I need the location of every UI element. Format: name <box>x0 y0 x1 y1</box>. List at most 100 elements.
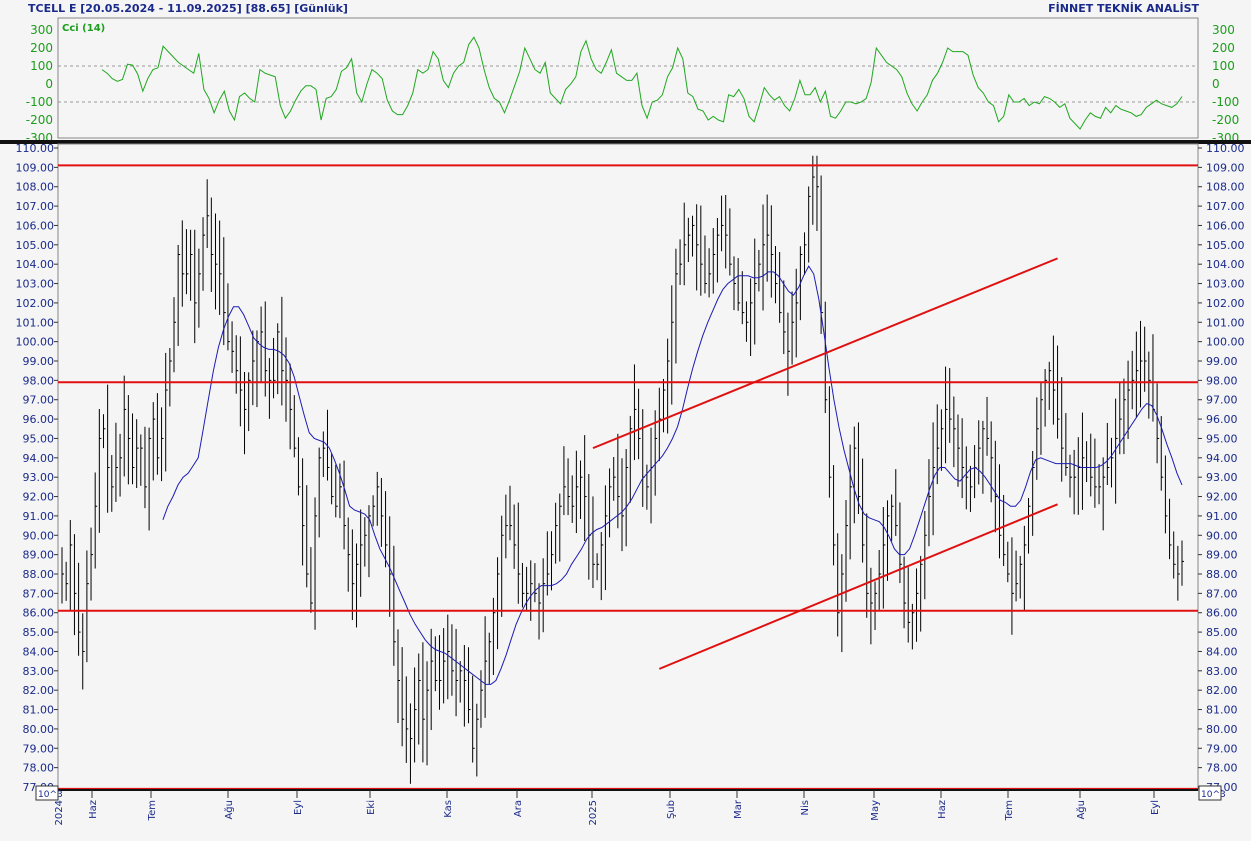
cci-indicator-label: Cci (14) <box>62 23 105 34</box>
x-tick-label: Mar <box>733 799 744 819</box>
price-y-tick-label: 100.00 <box>16 336 55 349</box>
cci-y-tick-label: 300 <box>30 23 53 37</box>
price-y-tick-label: 110.00 <box>1206 142 1245 155</box>
price-y-tick-label: 93.00 <box>23 471 55 484</box>
price-y-tick-label: 81.00 <box>1206 704 1238 717</box>
price-y-tick-label: 107.00 <box>16 200 55 213</box>
price-y-tick-label: 102.00 <box>1206 297 1245 310</box>
brand-label: FİNNET TEKNİK ANALİST <box>1048 2 1199 15</box>
x-tick-label: Tem <box>1004 800 1015 821</box>
x-tick-label: Ağu <box>1075 800 1087 820</box>
cci-y-tick-label: -100 <box>1212 95 1239 109</box>
price-y-axis-right: 110.00 109.00 108.00 107.00 106.00 105.00 104.… <box>1198 142 1245 794</box>
price-y-tick-label: 86.00 <box>1206 607 1238 620</box>
x-tick-label: Tem <box>147 800 158 821</box>
price-y-tick-label: 104.00 <box>16 258 55 271</box>
price-y-tick-label: 101.00 <box>1206 316 1245 329</box>
x-tick-label: Eyl <box>293 800 304 815</box>
x-tick-label: Haz <box>937 800 948 819</box>
price-y-tick-label: 108.00 <box>16 181 55 194</box>
price-y-tick-label: 78.00 <box>1206 762 1238 775</box>
price-y-tick-label: 91.00 <box>1206 510 1238 523</box>
price-y-tick-label: 109.00 <box>1206 161 1245 174</box>
cci-y-tick-label: 200 <box>30 41 53 55</box>
price-y-tick-label: 102.00 <box>16 297 55 310</box>
price-y-tick-label: 83.00 <box>1206 665 1238 678</box>
price-y-tick-label: 80.00 <box>1206 723 1238 736</box>
price-y-tick-label: 92.00 <box>1206 491 1238 504</box>
price-y-tick-label: 94.00 <box>1206 452 1238 465</box>
price-y-tick-label: 96.00 <box>1206 413 1238 426</box>
price-y-tick-label: 89.00 <box>23 549 55 562</box>
price-y-tick-label: 88.00 <box>1206 568 1238 581</box>
price-y-tick-label: 105.00 <box>1206 239 1245 252</box>
support-resistance-levels <box>58 164 1198 790</box>
cci-y-tick-label: -200 <box>26 113 53 127</box>
price-y-tick-label: 103.00 <box>1206 278 1245 291</box>
cci-y-tick-label: 0 <box>45 77 53 91</box>
price-y-tick-label: 101.00 <box>16 316 55 329</box>
cci-series-line <box>101 36 1183 130</box>
price-y-tick-label: 85.00 <box>23 626 55 639</box>
price-y-axis-left: 110.00 109.00 108.00 107.00 106.00 105.00 104.… <box>16 142 58 794</box>
panel-separator <box>0 140 1251 144</box>
price-y-tick-label: 80.00 <box>23 723 55 736</box>
multiplier-label-right: 10^3 <box>1201 790 1226 800</box>
x-tick-label: Ağu <box>223 800 235 820</box>
x-tick-label: Eki <box>366 800 377 815</box>
cci-y-tick-label: 200 <box>1212 41 1235 55</box>
x-axis: 2024 Haz Tem Ağu Eyl Eki Kas Ara 2025 Şub Mar Nis Ma… <box>54 790 1161 825</box>
price-y-tick-label: 88.00 <box>23 568 55 581</box>
x-tick-label: 2025 <box>588 800 599 825</box>
price-y-tick-label: 98.00 <box>23 374 55 387</box>
price-y-tick-label: 87.00 <box>1206 587 1238 600</box>
price-y-tick-label: 106.00 <box>1206 219 1245 232</box>
x-tick-label: Şub <box>666 800 677 819</box>
moving-average-line <box>162 265 1183 685</box>
price-bars <box>61 155 1184 784</box>
cci-y-tick-label: 100 <box>1212 59 1235 73</box>
price-y-tick-label: 82.00 <box>1206 684 1238 697</box>
cci-panel <box>57 17 1199 139</box>
x-tick-label: May <box>870 800 881 821</box>
price-y-tick-label: 92.00 <box>23 491 55 504</box>
price-y-tick-label: 79.00 <box>23 742 55 755</box>
price-y-tick-label: 89.00 <box>1206 549 1238 562</box>
price-y-tick-label: 85.00 <box>1206 626 1238 639</box>
price-y-tick-label: 95.00 <box>1206 432 1238 445</box>
price-y-tick-label: 104.00 <box>1206 258 1245 271</box>
multiplier-box-right <box>1198 785 1222 801</box>
price-y-tick-label: 87.00 <box>23 587 55 600</box>
price-y-tick-label: 91.00 <box>23 510 55 523</box>
price-y-tick-label: 93.00 <box>1206 471 1238 484</box>
price-y-tick-label: 110.00 <box>16 142 55 155</box>
price-y-tick-label: 97.00 <box>1206 394 1238 407</box>
price-y-tick-label: 108.00 <box>1206 181 1245 194</box>
price-y-tick-label: 82.00 <box>23 684 55 697</box>
price-y-tick-label: 105.00 <box>16 239 55 252</box>
cci-y-tick-label: 100 <box>30 59 53 73</box>
price-y-tick-label: 78.00 <box>23 762 55 775</box>
price-y-tick-label: 98.00 <box>1206 374 1238 387</box>
channel-line-upper <box>592 257 1058 450</box>
x-tick-label: Kas <box>443 800 454 818</box>
price-y-tick-label: 106.00 <box>16 219 55 232</box>
trend-channel <box>592 257 1058 670</box>
price-y-tick-label: 90.00 <box>1206 529 1238 542</box>
price-y-tick-label: 99.00 <box>1206 355 1238 368</box>
price-y-tick-label: 100.00 <box>1206 336 1245 349</box>
price-y-tick-label: 94.00 <box>23 452 55 465</box>
price-y-tick-label: 84.00 <box>1206 645 1238 658</box>
channel-line-lower <box>658 503 1058 670</box>
price-y-tick-label: 109.00 <box>16 161 55 174</box>
x-tick-label: Ara <box>513 800 524 817</box>
cci-y-tick-label: -200 <box>1212 113 1239 127</box>
multiplier-box-left <box>35 785 59 801</box>
price-y-tick-label: 97.00 <box>23 394 55 407</box>
price-y-tick-label: 86.00 <box>23 607 55 620</box>
multiplier-label-left: 10^3 <box>38 790 63 800</box>
price-y-tick-label: 99.00 <box>23 355 55 368</box>
